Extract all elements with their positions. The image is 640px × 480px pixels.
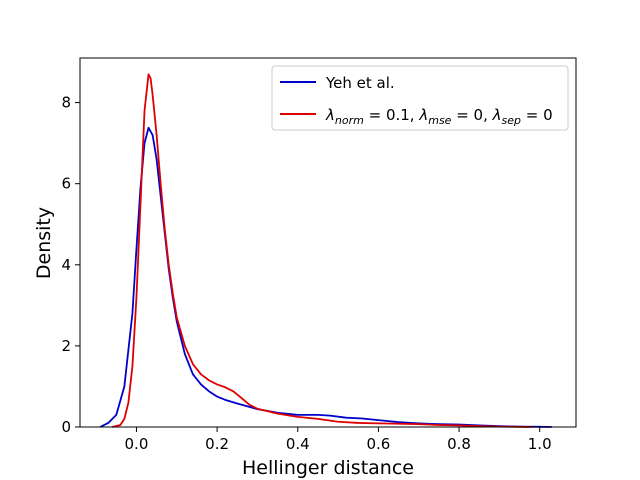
x-tick-label: 0.4: [286, 435, 310, 453]
legend-box: [271, 65, 569, 131]
x-tick-label: 0.2: [205, 435, 229, 453]
legend: Yeh et al. λnorm = 0.1, λmse = 0, λsep =…: [271, 65, 569, 131]
legend-label-lambda: λnorm = 0.1, λmse = 0, λsep = 0: [325, 106, 553, 127]
legend-label-yeh: Yeh et al.: [325, 74, 395, 92]
axes-frame: [79, 57, 577, 428]
series-line-1: [112, 73, 532, 428]
y-tick-label: 4: [61, 256, 71, 274]
y-tick-label: 0: [61, 418, 71, 436]
series-line-0: [99, 126, 552, 428]
x-tick-label: 0.0: [125, 435, 149, 453]
y-tick-label: 2: [61, 337, 71, 355]
y-axis-label: Density: [33, 207, 55, 279]
x-axis-ticks: 0.0 0.2 0.4 0.6 0.8 1.0: [125, 427, 552, 453]
x-axis-label: Hellinger distance: [242, 457, 414, 479]
series-layer: [99, 73, 552, 428]
x-tick-label: 0.8: [447, 435, 471, 453]
x-tick-label: 0.6: [366, 435, 390, 453]
y-tick-label: 8: [61, 94, 71, 112]
x-tick-label: 1.0: [528, 435, 552, 453]
y-tick-label: 6: [61, 175, 71, 193]
y-axis-ticks: 0 2 4 6 8: [61, 94, 80, 436]
